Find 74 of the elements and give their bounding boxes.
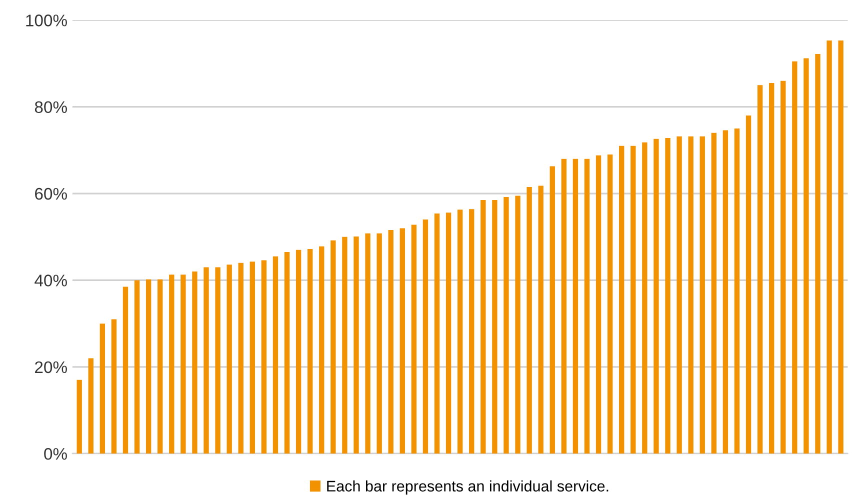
bar — [434, 213, 440, 454]
bar — [354, 236, 359, 454]
bar — [319, 246, 324, 454]
bar — [746, 116, 752, 454]
bar — [146, 279, 152, 454]
bar — [76, 380, 82, 454]
bar — [607, 154, 613, 454]
bar — [815, 54, 820, 454]
bar — [411, 224, 417, 454]
y-tick-label: 80% — [34, 101, 67, 114]
bar — [158, 279, 163, 454]
bar — [204, 267, 209, 454]
bar — [826, 40, 832, 454]
bar — [111, 319, 117, 454]
bar — [492, 200, 498, 454]
bar — [457, 210, 463, 454]
bar — [538, 186, 544, 454]
bar — [676, 136, 682, 454]
bar — [330, 240, 336, 454]
legend-label: Each bar represents an individual service. — [327, 480, 608, 495]
bar — [192, 272, 198, 454]
bar — [388, 230, 394, 454]
bar — [700, 136, 705, 454]
bar — [238, 262, 244, 454]
bar — [688, 136, 694, 454]
bar — [550, 166, 555, 454]
bar — [400, 228, 405, 454]
bar — [780, 80, 786, 454]
y-tick-label: 100% — [26, 14, 67, 26]
y-tick-label: 20% — [35, 361, 67, 374]
y-tick-label: 60% — [35, 188, 67, 200]
bar — [584, 158, 590, 454]
bar — [284, 252, 290, 454]
bar — [261, 260, 267, 454]
bar — [515, 196, 520, 454]
bar — [757, 85, 763, 454]
bar — [572, 158, 578, 454]
bar — [422, 220, 428, 454]
bar — [134, 280, 140, 454]
bar — [365, 233, 370, 454]
bar — [88, 358, 94, 454]
bar — [122, 286, 128, 454]
bar — [792, 61, 798, 454]
bar — [446, 212, 452, 454]
bar — [376, 233, 382, 454]
bar — [272, 256, 278, 454]
bar — [734, 128, 740, 454]
bar — [711, 132, 716, 454]
bar — [250, 262, 255, 454]
bar — [642, 142, 648, 454]
bar — [665, 138, 670, 454]
y-tick-label: 0% — [44, 448, 67, 460]
bar — [768, 83, 774, 454]
bar — [596, 155, 602, 454]
bar — [804, 58, 809, 454]
bar — [561, 158, 567, 454]
bar — [215, 267, 220, 454]
bar — [619, 146, 624, 454]
bar — [469, 209, 474, 454]
bar — [838, 40, 844, 454]
bar — [526, 187, 532, 454]
bar — [342, 236, 348, 454]
bar — [654, 138, 659, 454]
bar — [296, 250, 302, 454]
bar — [480, 200, 486, 454]
bar — [180, 274, 186, 454]
bar — [630, 146, 636, 454]
bar — [504, 197, 509, 454]
bar — [169, 274, 174, 454]
y-tick-label: 40% — [34, 274, 67, 286]
bar — [226, 264, 232, 454]
bar — [722, 130, 728, 454]
bar — [307, 249, 313, 454]
bar — [100, 324, 106, 454]
